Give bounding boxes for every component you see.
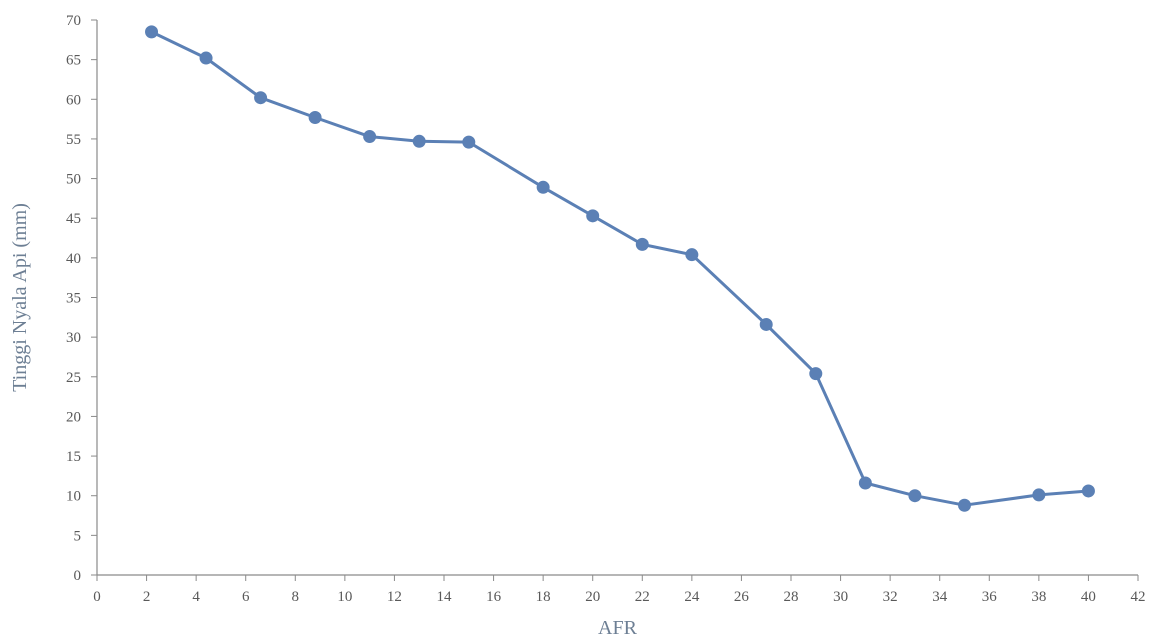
x-tick-label: 10 [337,589,352,605]
x-tick-label: 28 [784,589,799,605]
y-axis-ticks: 0 5 10 15 20 25 30 35 40 45 50 55 60 65 70 [66,13,97,584]
y-tick-label: 35 [66,291,81,307]
x-tick-label: 24 [684,589,700,605]
x-tick-label: 18 [536,589,551,605]
data-point [685,248,699,262]
x-tick-label: 8 [292,589,300,605]
data-point [908,489,922,503]
y-tick-label: 50 [66,172,81,188]
y-tick-label: 30 [66,330,81,346]
series-line [150,30,1089,507]
x-axis-title: AFR [598,617,638,639]
x-tick-label: 2 [143,589,151,605]
data-point [412,134,426,148]
data-point [1032,488,1046,502]
data-point [199,51,213,65]
data-point [1081,484,1095,498]
y-tick-label: 45 [66,211,81,227]
data-point [586,209,600,223]
y-tick-label: 25 [66,370,81,386]
x-tick-label: 42 [1131,589,1146,605]
data-point [759,317,773,331]
data-point [308,111,322,125]
y-axis-title: Tinggi Nyala Api (mm) [9,203,31,392]
y-tick-label: 55 [66,132,81,148]
x-tick-label: 36 [982,589,998,605]
x-tick-label: 22 [635,589,650,605]
x-tick-label: 20 [585,589,600,605]
x-tick-label: 32 [883,589,898,605]
y-tick-label: 70 [66,13,81,29]
x-tick-label: 40 [1081,589,1096,605]
x-tick-label: 0 [93,589,101,605]
y-tick-label: 40 [66,251,81,267]
x-tick-label: 26 [734,589,750,605]
x-tick-label: 6 [242,589,250,605]
y-tick-label: 5 [74,528,82,544]
x-tick-label: 12 [387,589,402,605]
y-tick-label: 65 [66,53,81,69]
data-point [635,237,649,251]
data-points [145,25,1095,512]
x-tick-label: 30 [833,589,848,605]
data-point [958,498,971,512]
data-point [363,130,377,144]
y-tick-label: 60 [66,92,81,108]
y-tick-label: 20 [66,409,81,425]
data-point [809,367,823,381]
x-tick-label: 4 [192,589,200,605]
x-tick-label: 34 [932,589,948,605]
x-tick-label: 16 [486,589,502,605]
x-tick-label: 38 [1031,589,1046,605]
data-point [254,91,268,105]
data-point [145,25,159,39]
y-tick-label: 15 [66,449,81,465]
data-point [858,476,872,490]
data-point [462,135,476,149]
data-point [536,180,550,194]
x-tick-label: 14 [437,589,453,605]
y-tick-label: 10 [66,489,81,505]
y-tick-label: 0 [74,568,82,584]
x-axis-ticks: 0 2 4 6 8 10 12 14 16 18 20 22 24 26 28 30 32 34 36 38 40 42 [93,575,1146,605]
